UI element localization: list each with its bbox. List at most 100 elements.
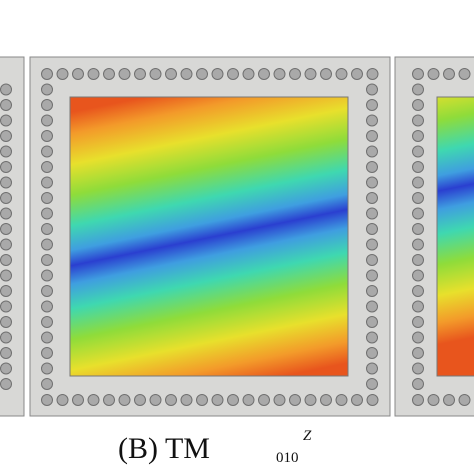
- via: [41, 68, 53, 80]
- via: [41, 192, 53, 204]
- via: [458, 394, 471, 406]
- via: [87, 68, 100, 80]
- via: [366, 99, 378, 111]
- via: [72, 68, 84, 80]
- via: [366, 362, 378, 375]
- via: [165, 394, 177, 406]
- via: [41, 378, 53, 390]
- via: [41, 300, 53, 313]
- via: [41, 130, 53, 142]
- via: [41, 362, 53, 375]
- via: [0, 331, 12, 344]
- via: [412, 176, 424, 189]
- via: [427, 394, 440, 406]
- via: [335, 394, 348, 406]
- via: [412, 331, 424, 344]
- via: [366, 285, 378, 297]
- via: [41, 114, 53, 127]
- via: [351, 394, 363, 406]
- via: [134, 394, 146, 406]
- via: [443, 394, 455, 406]
- via: [458, 68, 471, 80]
- via: [0, 99, 12, 111]
- via: [258, 394, 270, 406]
- via: [320, 68, 332, 80]
- via: [366, 316, 378, 328]
- via: [412, 161, 424, 173]
- via: [412, 285, 424, 297]
- via: [41, 394, 53, 406]
- via: [0, 285, 12, 297]
- via: [366, 68, 379, 80]
- via: [412, 207, 424, 220]
- via: [41, 223, 53, 235]
- via: [412, 83, 424, 96]
- via: [412, 347, 424, 359]
- via: [0, 114, 12, 127]
- via: [366, 207, 378, 220]
- via: [118, 68, 131, 80]
- via: [180, 68, 193, 80]
- via: [41, 161, 53, 173]
- via: [118, 394, 131, 406]
- via: [412, 223, 424, 235]
- via: [0, 316, 12, 328]
- via: [289, 68, 301, 80]
- via: [427, 68, 440, 80]
- via: [196, 394, 208, 406]
- via: [412, 145, 424, 158]
- via: [366, 394, 379, 406]
- field-map: [69, 96, 349, 377]
- via: [320, 394, 332, 406]
- via: [366, 300, 378, 313]
- via: [41, 145, 53, 158]
- via: [0, 238, 12, 251]
- via: [366, 254, 378, 266]
- caption-superscript: Z: [303, 428, 312, 444]
- via: [196, 68, 208, 80]
- via: [227, 394, 239, 406]
- via: [412, 316, 424, 328]
- via: [366, 83, 378, 96]
- via: [242, 394, 255, 406]
- via: [366, 378, 378, 390]
- via: [103, 68, 115, 80]
- via: [0, 223, 12, 235]
- via: [351, 68, 363, 80]
- via: [41, 254, 53, 266]
- via: [0, 207, 12, 220]
- via: [56, 394, 69, 406]
- via: [0, 161, 12, 173]
- via: [0, 269, 12, 282]
- via: [412, 254, 424, 266]
- via: [366, 238, 378, 251]
- via: [366, 114, 378, 127]
- via: [41, 285, 53, 297]
- via: [412, 99, 424, 111]
- via: [289, 394, 301, 406]
- via: [304, 68, 317, 80]
- via: [41, 207, 53, 220]
- via: [366, 130, 378, 142]
- via: [366, 223, 378, 235]
- via: [0, 347, 12, 359]
- via: [412, 394, 424, 406]
- via: [103, 394, 115, 406]
- via: [412, 378, 424, 390]
- via: [227, 68, 239, 80]
- via: [412, 114, 424, 127]
- via: [412, 269, 424, 282]
- via: [41, 347, 53, 359]
- via: [0, 254, 12, 266]
- via: [41, 316, 53, 328]
- via: [0, 145, 12, 158]
- caption-subscript: 010: [276, 450, 299, 466]
- via: [56, 68, 69, 80]
- via: [72, 394, 84, 406]
- via: [0, 83, 12, 96]
- via: [41, 269, 53, 282]
- left-panel: [0, 56, 25, 417]
- via: [87, 394, 100, 406]
- via: [41, 176, 53, 189]
